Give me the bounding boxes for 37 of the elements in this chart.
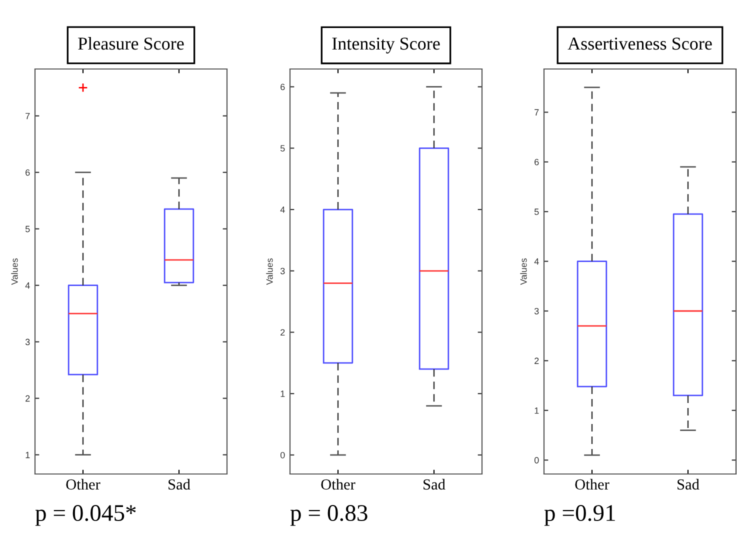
y-tick-label: 2 xyxy=(280,329,285,336)
y-tick-label: 0 xyxy=(280,452,285,458)
chart-title: Intensity Score xyxy=(332,38,440,54)
y-tick-label: 2 xyxy=(26,395,30,402)
x-tick-label: Other xyxy=(575,478,610,490)
y-tick-label: 6 xyxy=(280,84,285,90)
y-axis-title: Values xyxy=(266,258,273,285)
y-tick-label: 2 xyxy=(534,358,539,364)
text: p =0.91 xyxy=(544,505,615,526)
y-tick-label: 6 xyxy=(534,158,539,166)
y-tick-label: 6 xyxy=(26,169,30,176)
y-tick-label: 7 xyxy=(534,109,539,116)
chart-title: Assertiveness Score xyxy=(568,38,712,50)
x-tick-label: Sad xyxy=(424,478,446,490)
y-tick-label: 1 xyxy=(534,407,539,414)
text: p = 0.045* xyxy=(35,505,136,526)
y-tick-label: 4 xyxy=(25,282,30,289)
y-axis-title: Values xyxy=(11,258,18,285)
x-tick-label: Other xyxy=(66,478,100,490)
y-tick-label: 3 xyxy=(25,338,30,346)
x-tick-label: Sad xyxy=(168,478,190,490)
y-tick-label: 4 xyxy=(534,258,539,265)
y-tick-label: 5 xyxy=(534,208,539,215)
y-tick-label: 1 xyxy=(26,452,30,458)
y-tick-label: 7 xyxy=(26,112,30,120)
y-tick-label: 5 xyxy=(25,226,30,232)
x-tick-label: Other xyxy=(321,478,356,490)
y-tick-label: 1 xyxy=(280,390,285,397)
y-tick-label: 4 xyxy=(280,206,285,213)
y-tick-label: 3 xyxy=(280,268,285,274)
y-tick-label: 0 xyxy=(534,457,539,464)
y-axis-title: Values xyxy=(520,258,527,285)
text: p = 0.83 xyxy=(290,505,368,526)
chart-title: Pleasure Score xyxy=(78,37,184,50)
y-tick-label: 5 xyxy=(280,145,285,152)
x-tick-label: Sad xyxy=(678,478,700,490)
y-tick-label: 3 xyxy=(534,308,539,314)
